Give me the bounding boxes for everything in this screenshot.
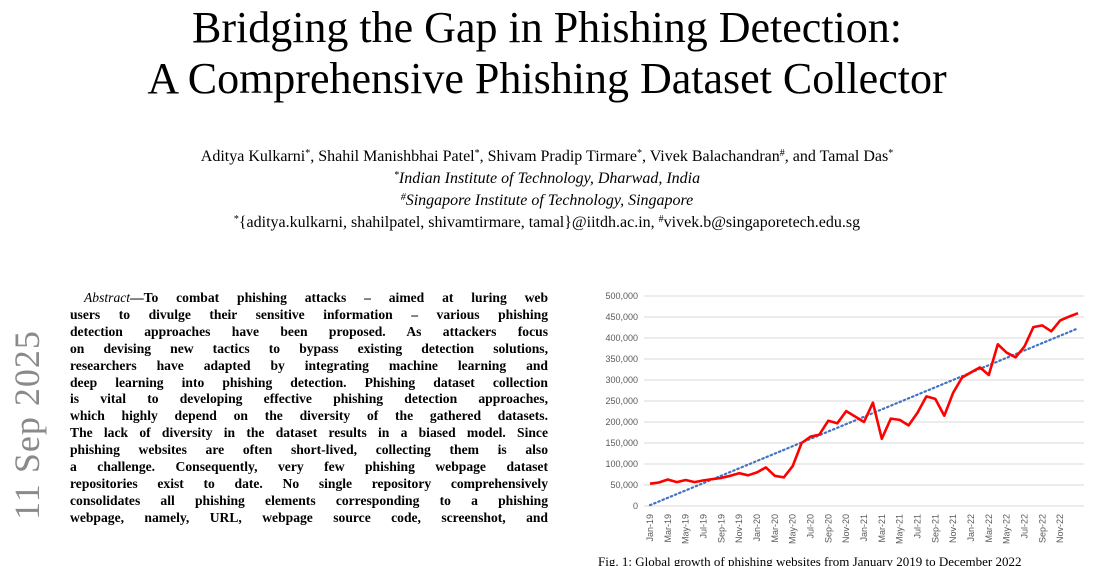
author-name: Tamal Das (820, 148, 889, 165)
x-tick-label: Jan-20 (752, 514, 762, 542)
x-tick-label: May-22 (1002, 514, 1012, 544)
abstract-line: a challenge. Consequently, very few phis… (70, 459, 548, 476)
figure-caption: Fig. 1: Global growth of phishing websit… (598, 554, 1088, 566)
x-tick-label: Mar-20 (770, 514, 780, 543)
abstract-line: repositories exist to date. No single re… (70, 476, 548, 493)
email-group-1: {aditya.kulkarni, shahilpatel, shivamtir… (239, 214, 659, 231)
x-tick-label: Jul-20 (806, 514, 816, 539)
x-tick-label: Nov-19 (734, 514, 744, 543)
x-tick-label: Nov-20 (841, 514, 851, 543)
abstract-line: Abstract—To combat phishing attacks – ai… (70, 290, 548, 307)
x-tick-label: Nov-21 (948, 514, 958, 543)
author-emails: *{aditya.kulkarni, shahilpatel, shivamti… (0, 212, 1094, 234)
y-tick-label: 450,000 (605, 312, 638, 322)
x-tick-label: Jan-22 (966, 514, 976, 542)
abstract-line: on devising new tactics to bypass existi… (70, 341, 548, 358)
affiliation-1: *Indian Institute of Technology, Dharwad… (0, 168, 1094, 190)
y-tick-label: 250,000 (605, 396, 638, 406)
author-separator: , (310, 148, 318, 165)
x-tick-label: May-19 (681, 514, 691, 544)
x-tick-label: Mar-21 (877, 514, 887, 543)
arxiv-date-stamp: 11 Sep 2025 (2, 290, 52, 560)
x-tick-label: Jul-21 (913, 514, 923, 539)
abstract: Abstract—To combat phishing attacks – ai… (70, 290, 548, 527)
y-tick-label: 150,000 (605, 438, 638, 448)
author-block: Aditya Kulkarni *, Shahil Manishbhai Pate… (0, 146, 1094, 234)
arxiv-date-text: 11 Sep 2025 (6, 330, 48, 520)
author-name: Aditya Kulkarni (201, 148, 305, 165)
affiliation-1-text: Indian Institute of Technology, Dharwad,… (399, 170, 700, 187)
chart-svg: 0 50,000 100,000 150,000 200,000 250,000 300,0… (586, 286, 1094, 554)
figure-caption-text: Fig. 1: Global growth of phishing websit… (598, 554, 1088, 566)
x-tick-label: Sep-19 (716, 514, 726, 543)
abstract-lead: Abstract (84, 290, 130, 305)
x-tick-label: Jul-22 (1020, 514, 1030, 539)
y-tick-label: 200,000 (605, 417, 638, 427)
author-name: Shivam Pradip Tirmare (488, 148, 637, 165)
x-tick-label: Jan-21 (859, 514, 869, 542)
y-tick-label: 400,000 (605, 333, 638, 343)
abstract-line: which highly depend on the diversity of … (70, 408, 548, 425)
author-separator: , (642, 148, 650, 165)
affiliation-2: #Singapore Institute of Technology, Sing… (0, 190, 1094, 212)
author-separator: , and (785, 148, 820, 165)
abstract-line: The lack of diversity in the dataset res… (70, 425, 548, 442)
series-line (650, 313, 1078, 484)
title-line-1: Bridging the Gap in Phishing Detection: (192, 3, 902, 52)
x-tick-label: Jul-19 (699, 514, 709, 539)
x-tick-label: Mar-19 (663, 514, 673, 543)
author-mark: * (888, 148, 893, 159)
title-line-2: A Comprehensive Phishing Dataset Collect… (147, 54, 946, 103)
abstract-line: deep learning into phishing detection. P… (70, 375, 548, 392)
y-tick-label: 100,000 (605, 459, 638, 469)
x-tick-label: Nov-22 (1055, 514, 1065, 543)
chart-gridlines (644, 296, 1084, 506)
phishing-growth-chart: 0 50,000 100,000 150,000 200,000 250,000 300,0… (586, 286, 1094, 565)
affiliation-2-text: Singapore Institute of Technology, Singa… (406, 192, 694, 209)
abstract-line: webpage, namely, URL, webpage source cod… (70, 510, 548, 527)
abstract-line: users to divulge their sensitive informa… (70, 307, 548, 324)
paper-title: Bridging the Gap in Phishing Detection: … (0, 2, 1094, 104)
y-tick-label: 500,000 (605, 291, 638, 301)
x-tick-label: Mar-22 (984, 514, 994, 543)
chart-series (650, 313, 1078, 505)
x-tick-label: May-21 (895, 514, 905, 544)
x-tick-label: May-20 (788, 514, 798, 544)
author-list: Aditya Kulkarni *, Shahil Manishbhai Pate… (0, 146, 1094, 168)
chart-y-axis: 0 50,000 100,000 150,000 200,000 250,000 300,0… (605, 291, 638, 511)
abstract-line: phishing websites are often short-lived,… (70, 442, 548, 459)
abstract-line: researchers have adapted by integrating … (70, 358, 548, 375)
abstract-line: consolidates all phishing elements corre… (70, 493, 548, 510)
y-tick-label: 350,000 (605, 354, 638, 364)
x-tick-label: Sep-22 (1037, 514, 1047, 543)
email-group-2: vivek.b@singaporetech.edu.sg (664, 214, 860, 231)
y-tick-label: 300,000 (605, 375, 638, 385)
chart-x-axis: Jan-19 Mar-19 May-19 Jul-19 Sep-19 Nov-19 Jan-… (645, 514, 1065, 544)
x-tick-label: Jan-19 (645, 514, 655, 542)
abstract-line: detection approaches have been proposed.… (70, 324, 548, 341)
author-name: Vivek Balachandran (650, 148, 780, 165)
y-tick-label: 0 (633, 501, 638, 511)
x-tick-label: Sep-20 (823, 514, 833, 543)
x-tick-label: Sep-21 (930, 514, 940, 543)
abstract-line: is vital to developing effective phishin… (70, 391, 548, 408)
author-name: Shahil Manishbhai Patel (318, 148, 474, 165)
author-separator: , (480, 148, 488, 165)
y-tick-label: 50,000 (610, 480, 638, 490)
